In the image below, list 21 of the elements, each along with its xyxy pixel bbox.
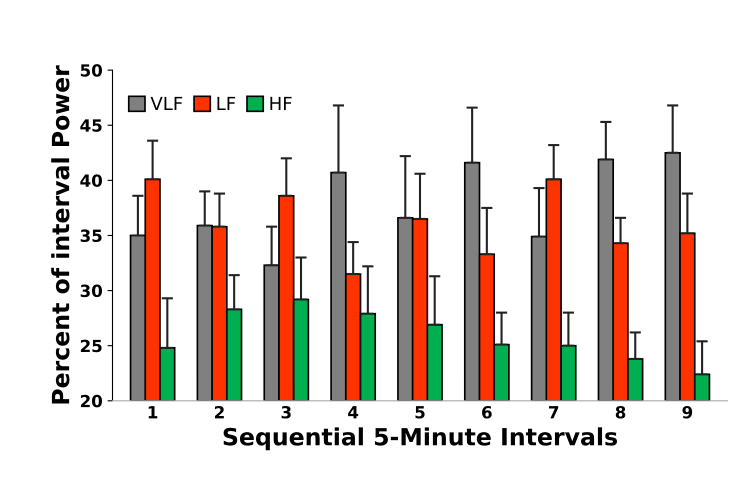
legend-label: HF bbox=[270, 96, 292, 110]
x-tick-label: 8 bbox=[616, 406, 626, 419]
y-tick-label: 50 bbox=[80, 64, 102, 77]
x-axis-title: Sequential 5-Minute Intervals bbox=[224, 427, 617, 450]
y-tick-label: 30 bbox=[80, 284, 102, 298]
x-tick-label: 2 bbox=[214, 406, 224, 418]
y-tick-label: 40 bbox=[80, 174, 102, 187]
x-tick-label: 5 bbox=[415, 406, 425, 419]
legend-label: VLF bbox=[150, 96, 182, 110]
x-tick-label: 7 bbox=[549, 406, 558, 418]
y-tick-label: 45 bbox=[80, 119, 102, 132]
y-axis-title: Percent of interval Power bbox=[51, 65, 70, 404]
y-tick-label: 35 bbox=[80, 229, 102, 242]
x-tick-label: 6 bbox=[482, 406, 492, 419]
x-tick-label: 9 bbox=[682, 406, 692, 419]
x-tick-label: 3 bbox=[282, 406, 291, 419]
x-tick-label: 4 bbox=[348, 406, 358, 418]
y-tick-label: 25 bbox=[80, 340, 102, 352]
legend-label: LF bbox=[217, 96, 236, 110]
y-tick-label: 20 bbox=[80, 394, 102, 408]
x-tick-label: 1 bbox=[148, 406, 158, 418]
